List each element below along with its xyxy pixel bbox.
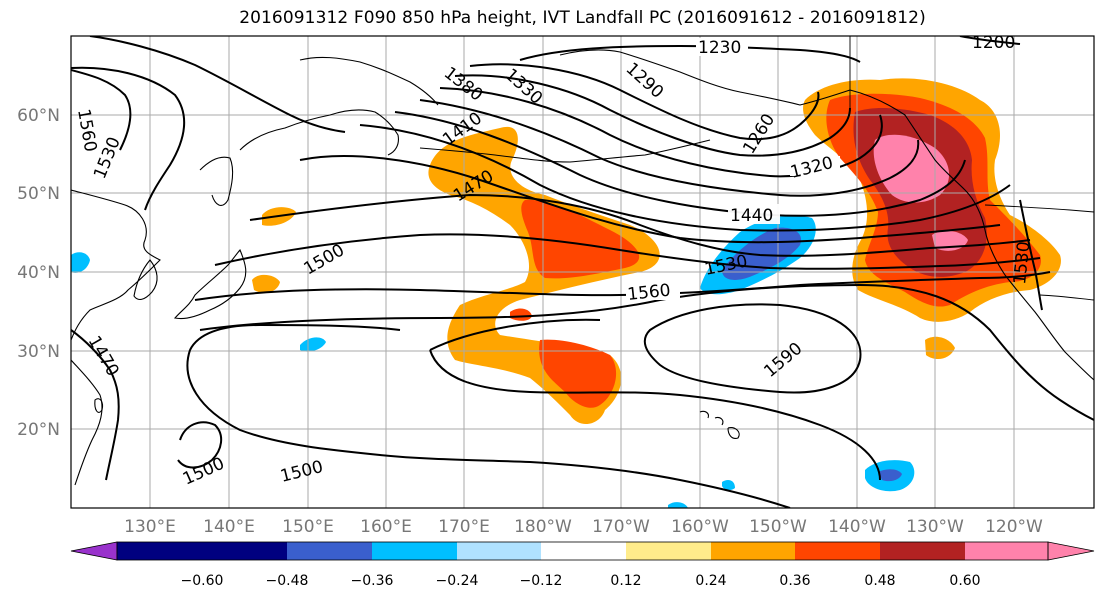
contour-1530-south	[186, 323, 791, 508]
lon-label-140w: 140°W	[828, 517, 886, 537]
contour-1470	[249, 193, 1031, 257]
anomaly-region-northeast-pacific-60a	[873, 134, 950, 203]
coast-sakhalin	[199, 156, 234, 206]
lat-label-50n: 50°N	[17, 184, 60, 204]
anomaly-negative-small-a	[300, 337, 326, 352]
lon-label-180w: 180°W	[514, 517, 572, 537]
anomaly-region-subtropic-core	[539, 339, 617, 408]
colorbar-segment-5	[457, 542, 541, 560]
colorbar-tick-5: −0.12	[520, 573, 563, 589]
contour-1530-east	[1019, 199, 1043, 311]
colorbar-tick-4: −0.24	[436, 573, 479, 589]
coast-taiwan	[94, 398, 104, 413]
map-frame	[70, 35, 1095, 509]
contour-label-1560: 1560	[626, 281, 671, 305]
anomaly-negative-hawaii-core	[878, 469, 902, 482]
coast-hawaii	[699, 410, 740, 439]
contour-1260	[469, 63, 820, 141]
coast-china	[71, 359, 103, 486]
map-plot-area: 1230 1290 1260 1320 1330 1380 1410 1440 …	[71, 33, 1094, 508]
contour-label-1230: 1230	[698, 38, 741, 58]
colorbar-segment-3	[287, 542, 372, 560]
border-us-canada	[984, 204, 1094, 213]
colorbar-tick-3: −0.36	[351, 573, 394, 589]
coast-alaska	[559, 49, 851, 106]
lon-label-140e: 140°E	[203, 517, 255, 537]
coast-siberia-north	[299, 56, 439, 106]
colorbar-segment-1	[117, 542, 202, 560]
border-us-mexico	[1039, 294, 1094, 301]
lon-label-160e: 160°E	[360, 517, 412, 537]
lat-label-20n: 20°N	[17, 420, 60, 440]
lon-label-120w: 120°W	[985, 517, 1043, 537]
colorbar-segment-2	[202, 542, 287, 560]
colorbar-segment-6	[541, 542, 626, 560]
lon-label-160w: 160°W	[671, 517, 729, 537]
lon-label-150e: 150°E	[282, 517, 334, 537]
contour-1470-west	[71, 329, 120, 481]
colorbar-segment-4	[372, 542, 457, 560]
lat-label-40n: 40°N	[17, 263, 60, 283]
longitude-labels: 130°E 140°E 150°E 160°E 170°E 180°W 170°…	[124, 517, 1043, 537]
contour-1200-ne	[959, 36, 1021, 45]
contour-1560-west	[71, 69, 132, 151]
lat-label-60n: 60°N	[17, 106, 60, 126]
contour-label-1530-east: 1530	[1010, 240, 1034, 285]
colorbar-tick-2: −0.48	[266, 573, 309, 589]
anomaly-negative-small-c	[722, 480, 735, 491]
contour-1410	[359, 124, 1011, 232]
contour-label-1440: 1440	[730, 206, 773, 226]
colorbar-extend-high	[1047, 541, 1095, 561]
graticule	[71, 36, 1094, 508]
anomaly-blob-hawaii-north	[925, 336, 955, 360]
lon-label-170e: 170°E	[438, 517, 490, 537]
political-borders	[849, 36, 1094, 301]
height-contours	[71, 36, 1094, 508]
colorbar: −0.60 −0.48 −0.36 −0.24 −0.12 0.12 0.24 …	[70, 541, 1095, 589]
colorbar-segment-10	[880, 542, 965, 560]
contour-1560-south	[429, 318, 881, 481]
colorbar-tick-9: 0.48	[864, 573, 895, 589]
contour-label-1200: 1200	[972, 33, 1015, 53]
contour-1500	[214, 233, 1041, 270]
colorbar-segment-7	[626, 542, 711, 560]
contour-1500-west	[89, 36, 346, 133]
lon-label-130e: 130°E	[124, 517, 176, 537]
anomaly-negative-small-b	[71, 252, 90, 273]
lon-label-130w: 130°W	[906, 517, 964, 537]
colorbar-segment-8	[711, 542, 795, 560]
contour-1530-west	[71, 66, 186, 211]
latitude-labels: 60°N 50°N 40°N 30°N 20°N	[17, 106, 60, 440]
contour-1290	[454, 74, 851, 157]
lat-label-30n: 30°N	[17, 342, 60, 362]
colorbar-tick-7: 0.24	[695, 573, 726, 589]
contour-1350	[419, 99, 920, 197]
colorbar-tick-10: 0.60	[949, 573, 980, 589]
contour-1560	[199, 283, 1094, 421]
contour-1500-south	[177, 421, 223, 469]
lon-label-150w: 150°W	[749, 517, 807, 537]
coast-korea	[133, 259, 158, 301]
coast-asia	[71, 189, 161, 341]
contour-1590	[643, 303, 862, 394]
colorbar-segment-9	[795, 542, 880, 560]
anomaly-negative-small-d	[668, 502, 688, 508]
coast-na-west	[849, 89, 1094, 381]
colorbar-tick-8: 0.36	[779, 573, 810, 589]
anomaly-region-west-pacific-core	[521, 199, 640, 279]
anomaly-blob-japan	[252, 274, 280, 293]
coast-kamchatka	[239, 109, 399, 156]
colorbar-tick-6: 0.12	[610, 573, 641, 589]
contour-1320	[439, 87, 883, 178]
colorbar-extend-low	[70, 541, 118, 561]
lon-label-170w: 170°W	[592, 517, 650, 537]
coast-japan	[173, 249, 247, 320]
colorbar-segment-11	[965, 542, 1048, 560]
colorbar-tick-1: −0.60	[181, 573, 224, 589]
map-title: 2016091312 F090 850 hPa height, IVT Land…	[239, 8, 926, 28]
anomaly-region-small-core	[510, 308, 532, 321]
